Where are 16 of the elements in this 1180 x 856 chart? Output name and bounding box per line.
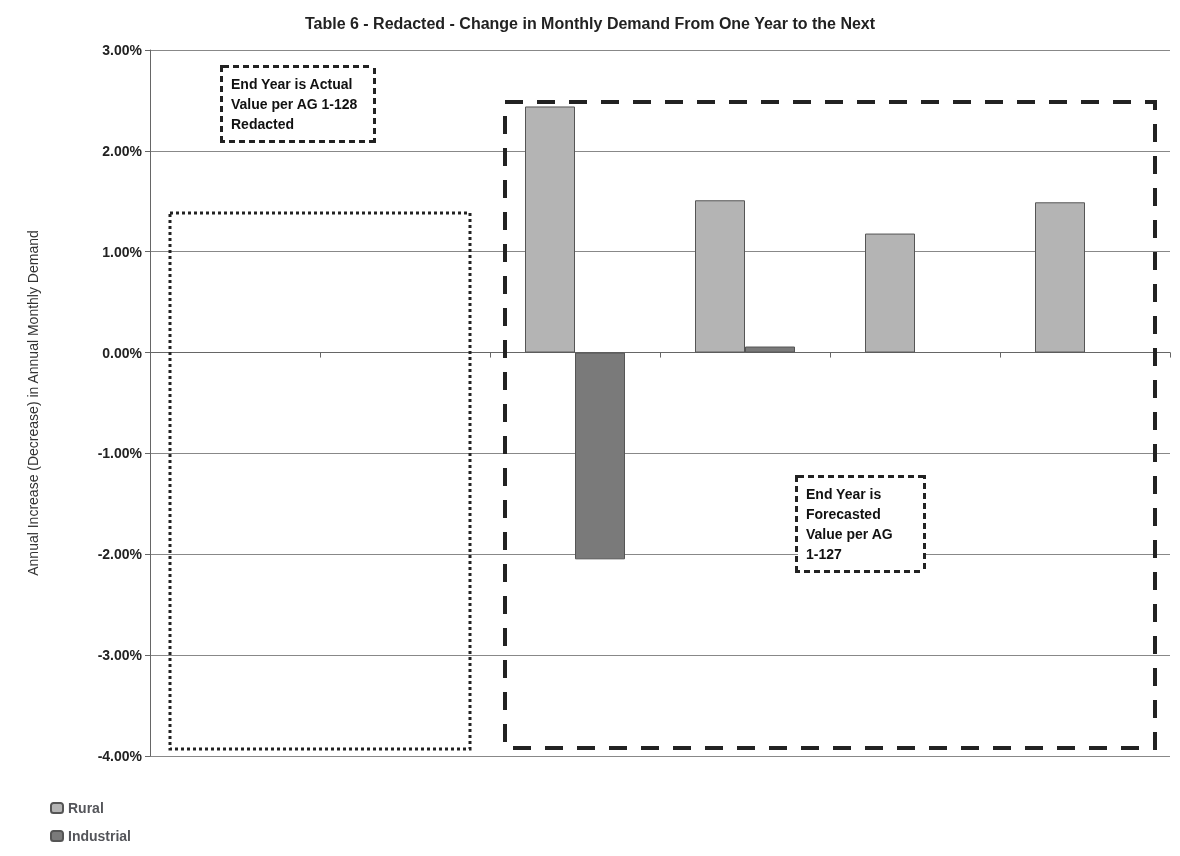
y-axis-title: Annual Increase (Decrease) in Annual Monthly Demand [25,230,41,576]
y-tick-label: -1.00% [97,445,143,462]
chart-title: Table 6 - Redacted - Change in Monthly Demand From One Year to the Next [304,14,876,32]
y-tick-label: -4.00% [97,748,143,764]
annotation: End Year is Forecasted Value per AG 1-127 [806,486,897,562]
legend-label: Industrial [68,828,132,844]
bar [865,233,915,353]
y-tick-label: -2.00% [97,546,143,563]
y-tick-label: 1.00% [102,243,143,260]
legend-label: Rural [68,800,104,816]
y-tick-label: 0.00% [102,344,143,361]
y-tick-label: 2.00% [102,142,143,159]
annotation: End Year is Actual Value per AG 1-128 Redacted [231,76,362,132]
y-tick-label: 3.00% [102,42,143,58]
y-tick-label: -3.00% [97,647,143,664]
bar [1035,202,1085,353]
